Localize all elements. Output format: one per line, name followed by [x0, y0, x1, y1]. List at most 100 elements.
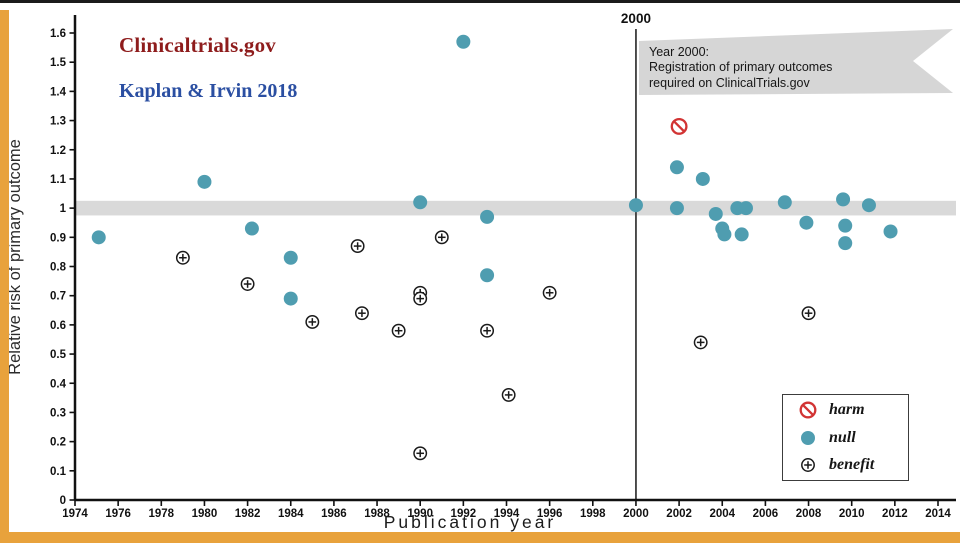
- marker-circle: [883, 224, 898, 239]
- harm-icon: [799, 401, 817, 419]
- data-point-benefit: [693, 335, 708, 350]
- y-tick-label: 1.3: [50, 116, 66, 128]
- data-point-null: [777, 195, 792, 210]
- legend-label-null: null: [829, 428, 856, 446]
- marker-circle: [244, 221, 259, 236]
- data-point-benefit: [175, 250, 190, 265]
- data-point-benefit: [354, 306, 369, 321]
- chart-legend: harm null benefit: [782, 394, 909, 481]
- data-point-null: [838, 218, 853, 233]
- data-point-benefit: [542, 285, 557, 300]
- flag-line-1: Year 2000:: [649, 45, 710, 59]
- y-tick-label: 0.6: [50, 320, 66, 332]
- x-axis-title: Publication year: [384, 512, 557, 532]
- x-tick-label: 2002: [666, 508, 692, 520]
- x-tick-label: 1996: [537, 508, 563, 520]
- y-tick-label: 0.4: [50, 378, 67, 390]
- data-point-benefit: [480, 323, 495, 338]
- legend-item-harm: harm: [796, 398, 908, 422]
- y-tick-label: 0.5: [50, 349, 67, 361]
- data-point-null: [669, 160, 684, 175]
- marker-circle: [91, 230, 106, 245]
- marker-circle: [413, 195, 428, 210]
- flag-line-3: required on ClinicalTrials.gov: [649, 75, 810, 90]
- data-point-null: [717, 227, 732, 242]
- data-point-null: [883, 224, 898, 239]
- series-harm: [670, 117, 688, 135]
- x-tick-label: 1974: [62, 508, 88, 520]
- marker-circle: [480, 209, 495, 224]
- data-point-benefit: [501, 387, 516, 402]
- x-tick-label: 1986: [321, 508, 347, 520]
- data-point-null: [480, 209, 495, 224]
- x-tick-label: 1988: [364, 508, 390, 520]
- data-point-null: [861, 198, 876, 213]
- data-point-harm: [670, 117, 688, 135]
- y-tick-label: 0.1: [50, 466, 67, 478]
- y-tick-label: 0.7: [50, 291, 66, 303]
- harm-marker: [799, 401, 817, 419]
- y-tick-label: 0.8: [50, 262, 67, 274]
- x-tick-label: 2010: [839, 508, 865, 520]
- y-tick-label: 0.3: [50, 407, 66, 419]
- marker-circle: [717, 227, 732, 242]
- vline-label: 2000: [621, 11, 651, 26]
- x-tick-label: 2012: [882, 508, 908, 520]
- marker-circle: [799, 401, 817, 419]
- y-tick-label: 1.5: [50, 57, 67, 69]
- y-tick-label: 1.4: [50, 86, 67, 98]
- y-tick-label: 0: [60, 495, 66, 507]
- benefit-icon: [801, 457, 815, 472]
- data-point-benefit: [434, 230, 449, 245]
- marker-circle: [695, 171, 710, 186]
- y-tick-label: 1.1: [50, 174, 67, 186]
- x-tick-label: 1994: [494, 508, 520, 520]
- data-point-null: [836, 192, 851, 207]
- marker-circle: [456, 34, 471, 49]
- data-point-benefit: [350, 239, 365, 254]
- benefit-marker: [801, 457, 815, 472]
- null-icon: [801, 430, 815, 445]
- marker-circle: [734, 227, 749, 242]
- data-point-benefit: [413, 291, 428, 306]
- data-point-benefit: [305, 315, 320, 329]
- x-tick-label: 1992: [451, 508, 477, 520]
- year-2000-flag: [639, 29, 953, 95]
- year-2000-flag-text: Year 2000: Registration of primary outco…: [649, 45, 832, 91]
- x-tick-label: 2014: [925, 508, 951, 520]
- data-point-null: [413, 195, 428, 210]
- data-point-null: [283, 291, 298, 306]
- data-point-null: [838, 236, 853, 251]
- source-title: Clinicaltrials.gov: [119, 33, 277, 57]
- data-point-benefit: [801, 306, 816, 321]
- data-point-null: [628, 198, 643, 213]
- accent-bar-bottom: [0, 532, 960, 543]
- risk-scatter-chart: 2000 0 0.1 0.2 0.3 0.4 0.5 0.6 0.7 0.8 0.9 1 1.1 1.2 1…: [6, 11, 956, 532]
- marker-circle: [836, 192, 851, 207]
- data-point-benefit: [391, 323, 406, 338]
- null-marker: [801, 430, 815, 445]
- x-tick-label: 1976: [105, 508, 131, 520]
- marker-circle: [801, 430, 815, 445]
- reference-band: [76, 200, 956, 216]
- marker-circle: [861, 198, 876, 213]
- marker-circle: [838, 218, 853, 233]
- data-point-null: [669, 201, 684, 216]
- y-tick-label: 1.6: [50, 28, 66, 40]
- data-point-null: [480, 268, 495, 283]
- x-tick-label: 2006: [753, 508, 779, 520]
- marker-circle: [480, 268, 495, 283]
- marker-circle: [670, 117, 688, 135]
- data-point-null: [708, 206, 723, 221]
- x-tick-label: 2000: [623, 508, 649, 520]
- marker-circle: [669, 201, 684, 216]
- accent-bar-left: [0, 10, 9, 543]
- marker-circle: [738, 201, 753, 216]
- marker-circle: [799, 215, 814, 230]
- slide-titles: Clinicaltrials.gov Kaplan & Irvin 2018: [119, 33, 297, 103]
- series-null: [91, 34, 898, 306]
- y-tick-label: 1: [60, 203, 67, 215]
- marker-circle: [669, 160, 684, 175]
- legend-item-null: null: [796, 426, 908, 450]
- x-tick-label: 2004: [709, 508, 735, 520]
